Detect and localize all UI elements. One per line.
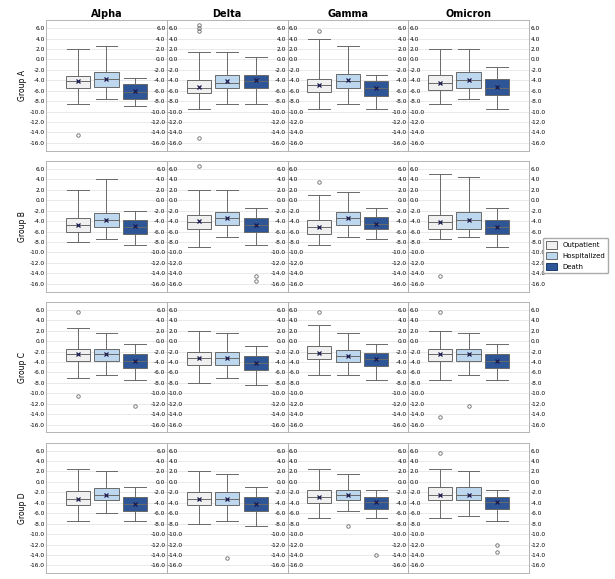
- Bar: [336, 490, 360, 500]
- Bar: [485, 497, 509, 509]
- Bar: [364, 217, 389, 229]
- Bar: [336, 74, 360, 88]
- Bar: [485, 220, 509, 234]
- Bar: [428, 487, 452, 500]
- Bar: [456, 72, 481, 88]
- Bar: [364, 353, 389, 366]
- Bar: [95, 488, 119, 500]
- Bar: [244, 497, 268, 511]
- Bar: [66, 76, 90, 88]
- Bar: [95, 213, 119, 228]
- Y-axis label: Group D: Group D: [18, 492, 27, 524]
- Y-axis label: Group A: Group A: [18, 70, 27, 101]
- Bar: [95, 349, 119, 361]
- Bar: [428, 75, 452, 90]
- Bar: [308, 490, 331, 503]
- Bar: [123, 85, 147, 98]
- Bar: [123, 497, 147, 511]
- Title: Delta: Delta: [213, 9, 242, 20]
- Title: Omicron: Omicron: [445, 9, 491, 20]
- Bar: [456, 349, 481, 361]
- Bar: [66, 349, 90, 361]
- Bar: [308, 220, 331, 234]
- Bar: [215, 351, 239, 365]
- Bar: [244, 356, 268, 370]
- Bar: [364, 81, 389, 96]
- Bar: [186, 80, 211, 93]
- Y-axis label: Group B: Group B: [18, 211, 27, 242]
- Bar: [95, 72, 119, 86]
- Bar: [123, 220, 147, 234]
- Bar: [336, 212, 360, 225]
- Bar: [364, 497, 389, 509]
- Bar: [186, 215, 211, 229]
- Bar: [336, 350, 360, 362]
- Bar: [123, 354, 147, 368]
- Legend: Outpatient, Hospitalized, Death: Outpatient, Hospitalized, Death: [543, 238, 608, 273]
- Title: Alpha: Alpha: [90, 9, 122, 20]
- Bar: [215, 492, 239, 505]
- Bar: [244, 75, 268, 88]
- Bar: [456, 487, 481, 500]
- Bar: [215, 212, 239, 225]
- Title: Gamma: Gamma: [327, 9, 368, 20]
- Bar: [215, 75, 239, 88]
- Bar: [456, 212, 481, 229]
- Bar: [428, 215, 452, 229]
- Bar: [186, 492, 211, 505]
- Bar: [485, 79, 509, 95]
- Bar: [428, 349, 452, 361]
- Bar: [66, 218, 90, 232]
- Bar: [485, 354, 509, 368]
- Bar: [308, 346, 331, 360]
- Y-axis label: Group C: Group C: [18, 351, 27, 383]
- Bar: [186, 351, 211, 365]
- Bar: [244, 218, 268, 232]
- Bar: [308, 79, 331, 91]
- Bar: [66, 492, 90, 505]
